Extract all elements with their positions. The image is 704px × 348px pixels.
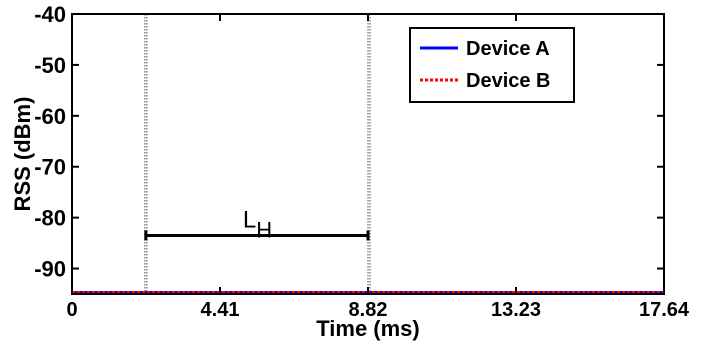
x-tick-label: 0 [66, 299, 77, 321]
annotation-label-sub: H [256, 217, 272, 242]
duration-annotation: LH [144, 206, 370, 242]
y-tick-label: -50 [34, 53, 66, 78]
y-tick-label: -70 [34, 155, 66, 180]
x-tick-label: 17.64 [639, 299, 690, 321]
x-tick-label: 13.23 [491, 299, 541, 321]
y-axis-label: RSS (dBm) [10, 97, 35, 212]
tick-labels: -40 -50 -60 -70 -80 -900 4.41 8.82 13.23 17.64 [34, 2, 690, 321]
annotation-label-main: L [243, 206, 256, 233]
x-axis-label: Time (ms) [316, 316, 420, 341]
y-tick-label: -80 [34, 206, 66, 231]
vertical-markers [144, 14, 371, 294]
legend: Device A Device B [409, 27, 575, 103]
legend-label-0: Device A [466, 38, 550, 60]
legend-label-1: Device B [466, 70, 551, 92]
x-tick-label: 8.82 [349, 299, 388, 321]
x-tick-label: 4.41 [201, 299, 240, 321]
y-tick-label: -60 [34, 104, 66, 129]
legend-box [409, 27, 575, 103]
y-tick-label: -90 [34, 257, 66, 282]
y-tick-label: -40 [34, 2, 66, 27]
annotation-label: LH [243, 206, 272, 242]
axes [71, 13, 665, 295]
